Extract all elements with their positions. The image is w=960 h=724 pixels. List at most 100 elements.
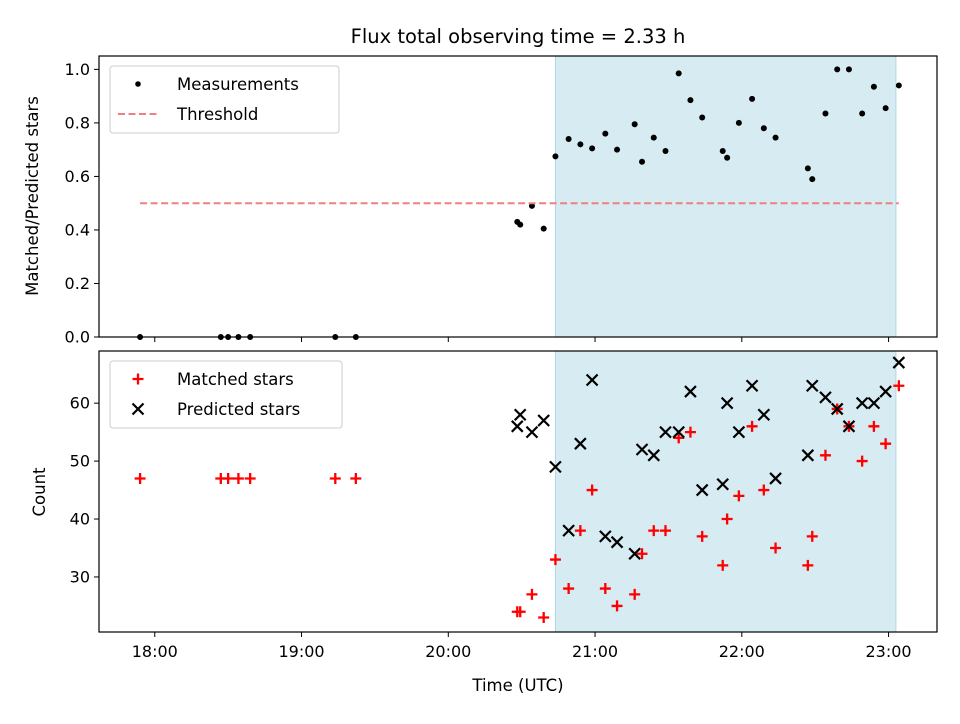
top-measurement-point [724, 154, 731, 161]
top-measurement-point [809, 176, 816, 183]
bottom-y-tick-label: 40 [70, 510, 90, 529]
bottom-matched-point [611, 600, 623, 612]
top-y-tick-label: 1.0 [65, 60, 90, 79]
bottom-matched-point [514, 606, 526, 618]
top-measurement-point [859, 110, 866, 117]
bottom-matched-point [893, 380, 905, 392]
bottom-predicted-point [672, 425, 685, 439]
bottom-matched-point [659, 525, 671, 537]
bottom-predicted-point [842, 420, 856, 433]
bottom-matched-point [696, 530, 708, 542]
top-measurement-point [602, 130, 609, 137]
bottom-matched-point [721, 513, 733, 525]
top-legend-box [109, 65, 340, 134]
top-measurement-point [577, 141, 584, 148]
bottom-predicted-point [695, 483, 709, 497]
bottom-legend: Matched stars Predicted stars [109, 360, 343, 429]
bottom-y-tick-label: 50 [70, 452, 90, 471]
x-tick-label: 20:00 [425, 642, 471, 661]
bottom-matched-point [819, 449, 831, 461]
bottom-matched-point [574, 525, 586, 537]
bottom-matched-point [563, 583, 575, 595]
bottom-predicted-point [599, 530, 612, 543]
bottom-y-tick-label: 30 [70, 567, 90, 586]
top-measurement-point [699, 114, 706, 121]
bottom-matched-point [232, 472, 244, 484]
bottom-predicted-point [549, 460, 562, 474]
bottom-matched-point [549, 554, 561, 566]
top-measurement-point [552, 153, 559, 160]
bottom-matched-point [717, 559, 729, 571]
bottom-matched-point [244, 472, 256, 484]
bottom-matched-point [526, 588, 538, 600]
top-measurement-point [834, 66, 841, 73]
bottom-matched-point [222, 472, 234, 484]
x-tick-label: 18:00 [132, 642, 178, 661]
bottom-matched-point [758, 484, 770, 496]
bottom-predicted-point [757, 408, 771, 422]
bottom-matched-point [350, 472, 362, 484]
top-measurement-point [614, 146, 621, 153]
top-measurement-point [687, 97, 694, 104]
bottom-legend-marker [132, 373, 144, 385]
top-measurement-point [528, 202, 535, 209]
top-measurement-point [895, 82, 902, 89]
top-axes-frame [98, 55, 938, 338]
bottom-matched-point [134, 472, 146, 484]
top-shaded-region [554, 55, 897, 338]
top-measurement-point [749, 95, 756, 102]
bottom-predicted-point [879, 385, 892, 398]
x-tick-label: 23:00 [866, 642, 912, 661]
bottom-legend-label: Matched stars [177, 370, 294, 389]
x-tick-label: 22:00 [719, 642, 765, 661]
bottom-predicted-point [745, 379, 759, 393]
top-measurement-point [565, 135, 572, 142]
top-measurement-point [650, 134, 657, 141]
bottom-matched-point [329, 472, 341, 484]
bottom-matched-point [868, 420, 880, 432]
bottom-predicted-point [819, 391, 832, 404]
bottom-matched-point [880, 438, 892, 450]
bottom-matched-point [733, 490, 745, 502]
top-y-tick-label: 0.4 [65, 220, 90, 239]
bottom-predicted-point [659, 425, 672, 439]
top-legend: Measurements Threshold [109, 65, 340, 134]
bottom-predicted-point [830, 402, 844, 416]
bottom-y-tick-label: 60 [70, 394, 90, 413]
bottom-matched-point [648, 525, 660, 537]
bottom-predicted-point [525, 425, 539, 439]
bottom-matched-point [629, 588, 641, 600]
bottom-predicted-point [769, 472, 782, 485]
x-axis-label: Time (UTC) [471, 676, 563, 695]
bottom-matched-point [802, 559, 814, 571]
bottom-matched-point [806, 530, 818, 542]
bottom-matched-point [586, 484, 598, 496]
bottom-predicted-point [855, 396, 869, 410]
top-y-tick-label: 0.6 [65, 167, 90, 186]
bottom-predicted-point [720, 396, 734, 410]
top-measurement-point [517, 221, 524, 228]
top-legend-label: Threshold [176, 105, 258, 124]
bottom-predicted-point [574, 437, 587, 450]
top-measurement-point [719, 148, 726, 155]
bottom-matched-point [673, 432, 685, 444]
bottom-predicted-point [513, 408, 527, 422]
top-measurement-point [675, 70, 682, 77]
top-y-axis-label: Matched/Predicted stars [23, 96, 42, 296]
top-y-tick-label: 0.0 [65, 328, 90, 347]
top-measurement-point [639, 158, 646, 165]
x-tick-label: 21:00 [572, 642, 618, 661]
top-legend-label: Measurements [177, 75, 299, 94]
bottom-panel: 30 40 50 60 18:00 19:00 20:00 21:00 22:00 23:00 Ma… [70, 350, 938, 661]
bottom-predicted-point [647, 449, 661, 462]
bottom-predicted-point [684, 385, 697, 398]
bottom-predicted-point [892, 356, 906, 369]
top-measurement-point [882, 105, 889, 112]
bottom-predicted-point [562, 524, 575, 537]
bottom-matched-point [538, 612, 550, 624]
bottom-predicted-point [867, 396, 881, 410]
top-measurement-point [631, 121, 638, 128]
bottom-predicted-point [610, 535, 624, 549]
top-measurement-point [662, 148, 669, 155]
bottom-matched-point [636, 548, 648, 560]
